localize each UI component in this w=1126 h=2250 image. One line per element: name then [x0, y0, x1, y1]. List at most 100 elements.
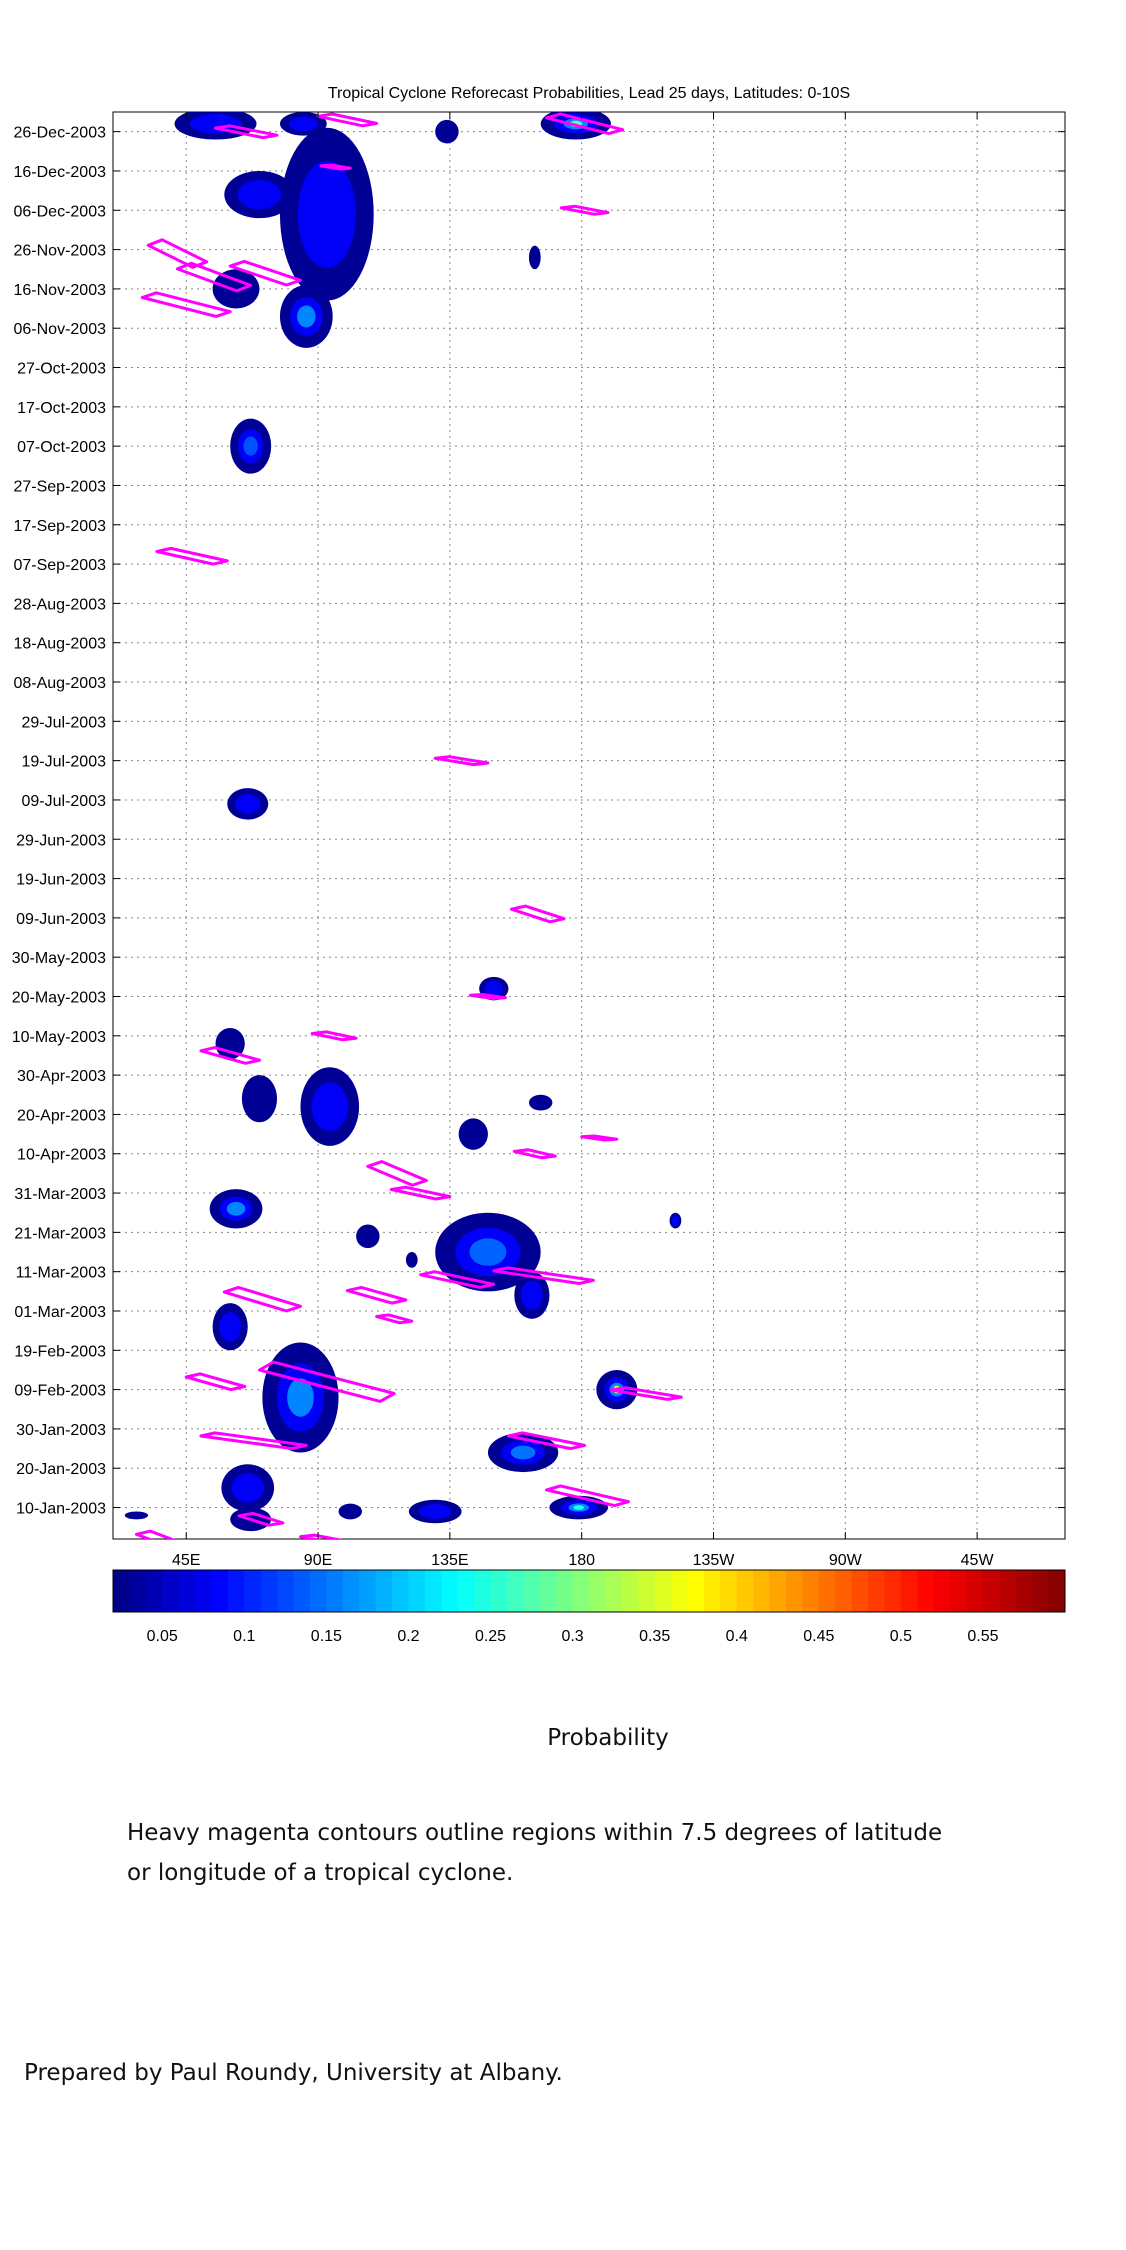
- colorbar-segment: [277, 1570, 295, 1612]
- probability-level-mid: [219, 1312, 242, 1342]
- colorbar-segment: [539, 1570, 557, 1612]
- colorbar-segment: [556, 1570, 574, 1612]
- colorbar-tick-label: 0.1: [233, 1628, 255, 1645]
- colorbar-segment: [966, 1570, 984, 1612]
- probability-level-mid: [418, 1504, 452, 1519]
- y-tick-label: 29-Jul-2003: [22, 714, 107, 731]
- probability-blob: [241, 1075, 278, 1123]
- probability-field: [124, 112, 682, 1532]
- cyclone-contour: [580, 1134, 619, 1142]
- y-tick-label: 31-Mar-2003: [14, 1186, 106, 1203]
- probability-blob: [262, 1342, 339, 1453]
- y-tick-label: 06-Nov-2003: [14, 321, 107, 338]
- y-tick-label: 07-Oct-2003: [17, 439, 106, 456]
- probability-level-mid: [235, 794, 261, 814]
- colorbar-segment: [884, 1570, 902, 1612]
- probability-level-high: [510, 1445, 536, 1460]
- colorbar-segment: [260, 1570, 278, 1612]
- probability-blob: [528, 245, 541, 270]
- y-tick-label: 16-Dec-2003: [14, 164, 107, 181]
- y-tick-label: 20-Apr-2003: [17, 1107, 106, 1124]
- probability-blob: [528, 1094, 553, 1111]
- probability-blob: [212, 1303, 248, 1351]
- colorbar-tick-label: 0.55: [967, 1628, 998, 1645]
- y-tick-label: 11-Mar-2003: [16, 1265, 107, 1282]
- colorbar-segment: [490, 1570, 508, 1612]
- colorbar-segment: [441, 1570, 459, 1612]
- cyclone-contour: [155, 546, 229, 566]
- probability-level-low: [528, 1094, 553, 1111]
- y-tick-label: 09-Feb-2003: [14, 1383, 106, 1400]
- y-tick-label: 26-Nov-2003: [14, 243, 107, 260]
- y-tick-label: 07-Sep-2003: [13, 557, 106, 574]
- probability-blob: [435, 119, 459, 144]
- cyclone-contour: [345, 1285, 408, 1305]
- colorbar-segment: [851, 1570, 869, 1612]
- x-tick-label: 45W: [961, 1552, 995, 1569]
- y-tick-label: 20-Jan-2003: [16, 1461, 106, 1478]
- cyclone-contour: [512, 1148, 557, 1160]
- cyclone-contour: [134, 1529, 176, 1539]
- cyclone-contours: [134, 112, 683, 1539]
- cyclone-contour: [199, 1431, 308, 1451]
- y-tick-label: 17-Oct-2003: [17, 400, 106, 417]
- cyclone-contour: [319, 163, 352, 171]
- colorbar-tick-label: 0.45: [803, 1628, 834, 1645]
- cyclone-contour: [609, 1386, 683, 1401]
- y-tick-label: 28-Aug-2003: [13, 596, 106, 613]
- colorbar-segment: [162, 1570, 180, 1612]
- colorbar-tick-label: 0.25: [475, 1628, 506, 1645]
- y-tick-label: 30-Jan-2003: [16, 1422, 106, 1439]
- colorbar-segment: [720, 1570, 738, 1612]
- probability-level-mid: [288, 116, 318, 132]
- probability-blob: [279, 112, 327, 136]
- y-tick-label: 09-Jul-2003: [22, 793, 107, 810]
- colorbar-segment: [785, 1570, 803, 1612]
- cyclone-contour: [433, 755, 490, 767]
- y-tick-label: 01-Mar-2003: [14, 1304, 106, 1321]
- y-tick-label: 10-May-2003: [12, 1029, 106, 1046]
- colorbar-segment: [506, 1570, 524, 1612]
- colorbar-segment: [638, 1570, 656, 1612]
- plot-frame: [112, 111, 1066, 1540]
- cyclone-contour: [214, 124, 279, 140]
- probability-blob: [356, 1224, 380, 1249]
- x-tick-label: 135E: [431, 1552, 468, 1569]
- colorbar-segment: [342, 1570, 360, 1612]
- probability-level-low: [356, 1224, 380, 1249]
- probability-blob: [300, 1067, 360, 1146]
- colorbar-segment: [982, 1570, 1000, 1612]
- colorbar-segment: [835, 1570, 853, 1612]
- contour-note-line-1: Heavy magenta contours outline regions w…: [127, 1820, 943, 1846]
- colorbar-segment: [802, 1570, 820, 1612]
- x-tick-label: 135W: [693, 1552, 736, 1569]
- probability-blob: [279, 127, 374, 301]
- cyclone-contour: [419, 1270, 496, 1289]
- cyclone-contour: [559, 204, 610, 216]
- y-tick-label: 16-Nov-2003: [14, 282, 107, 299]
- probability-level-mid: [190, 114, 241, 134]
- colorbar-segment: [818, 1570, 836, 1612]
- cyclone-contour: [199, 1046, 261, 1065]
- colorbar-segment: [523, 1570, 541, 1612]
- colorbar-segment: [359, 1570, 377, 1612]
- colorbar-segment: [572, 1570, 590, 1612]
- colorbar-tick-labels: 0.05 0.1 0.15 0.2 0.25 0.3 0.35 0.4 0.45 0.5 0.55: [147, 1628, 999, 1645]
- colorbar-frame: [112, 1569, 1066, 1613]
- colorbar-segment: [917, 1570, 935, 1612]
- probability-level-high: [243, 436, 258, 456]
- probability-blob: [669, 1212, 682, 1229]
- cyclone-contour: [366, 1160, 428, 1187]
- cyclone-contour: [375, 1313, 414, 1325]
- cyclone-contour: [175, 261, 253, 293]
- probability-blob: [338, 1503, 362, 1520]
- cyclone-contour: [509, 904, 566, 924]
- colorbar-segment: [474, 1570, 492, 1612]
- probability-blob: [209, 1189, 263, 1229]
- cyclone-contour: [506, 1431, 587, 1451]
- probability-level-low: [405, 1252, 418, 1268]
- probability-level-low: [124, 1511, 149, 1520]
- x-tick-label: 90W: [829, 1552, 863, 1569]
- colorbar-segment: [309, 1570, 327, 1612]
- colorbar-segment: [392, 1570, 409, 1612]
